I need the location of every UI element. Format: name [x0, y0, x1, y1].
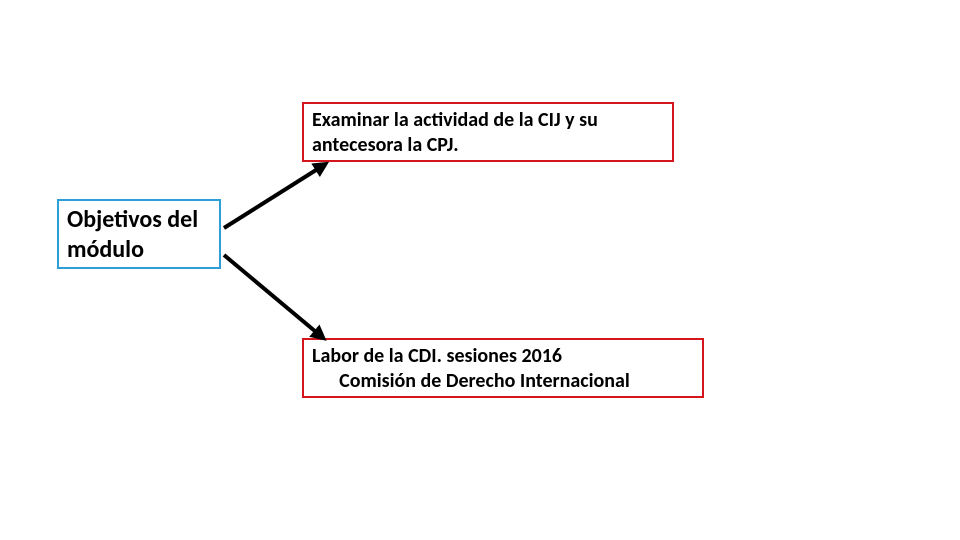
diagram-arrows [0, 0, 960, 540]
arrow-to-top [224, 165, 324, 228]
target-top-line-1: antecesora la CPJ. [312, 133, 664, 158]
target-box-top: Examinar la actividad de la CIJ y su ant… [302, 102, 674, 162]
arrow-to-bottom [224, 255, 322, 337]
target-bottom-line-1: Comisión de Derecho Internacional [312, 369, 694, 394]
target-bottom-line-0: Labor de la CDI. sesiones 2016 [312, 344, 694, 369]
target-box-bottom: Labor de la CDI. sesiones 2016 Comisión … [302, 338, 704, 398]
source-box: Objetivos del módulo [57, 199, 221, 269]
target-top-line-0: Examinar la actividad de la CIJ y su [312, 108, 664, 133]
source-label: Objetivos del módulo [67, 205, 211, 265]
